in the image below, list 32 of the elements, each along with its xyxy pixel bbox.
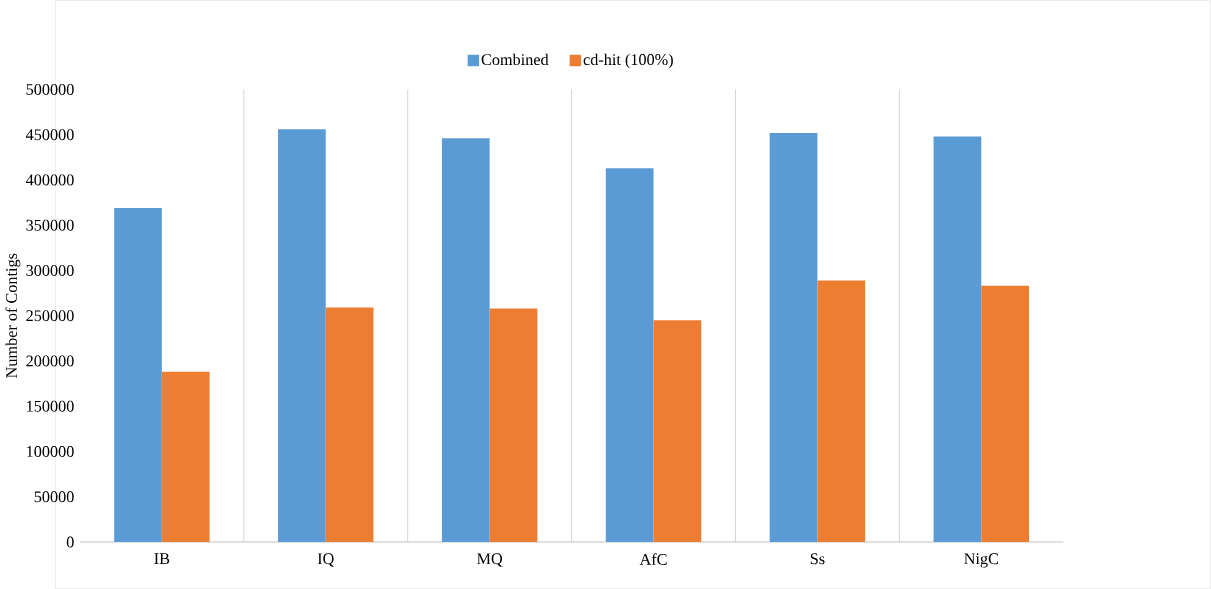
bar — [605, 168, 654, 542]
x-tick-label: IB — [154, 553, 170, 564]
bar — [653, 320, 702, 542]
y-tick-label: 500000 — [26, 83, 74, 95]
y-tick-label: 450000 — [25, 129, 74, 141]
bar — [441, 138, 490, 542]
bar — [325, 307, 374, 542]
y-axis-title: Number of Contigs — [5, 253, 21, 378]
y-tick-label: 0 — [66, 536, 74, 548]
bar — [769, 132, 818, 542]
y-tick-label: 100000 — [27, 445, 74, 457]
bar — [981, 285, 1030, 542]
x-tick-label: IQ — [317, 553, 335, 567]
x-tick-label: AfC — [639, 553, 667, 565]
y-tick-label: 150000 — [27, 400, 74, 412]
legend-label: Combined — [481, 53, 549, 66]
y-tick-label: 400000 — [25, 174, 74, 186]
bar — [161, 371, 210, 542]
y-tick-label: 300000 — [26, 264, 74, 276]
bar — [114, 208, 162, 542]
y-tick-label: 50000 — [34, 491, 74, 503]
bar — [278, 129, 326, 542]
x-tick-label: Ss — [810, 553, 825, 565]
bar — [489, 308, 538, 542]
legend-label: cd-hit (100%) — [583, 53, 673, 69]
x-tick-label: MQ — [477, 553, 503, 567]
y-tick-label: 350000 — [26, 219, 74, 231]
y-tick-label: 200000 — [26, 355, 74, 367]
x-tick-label: NigC — [964, 553, 998, 568]
bar — [933, 136, 982, 542]
bar — [817, 280, 866, 542]
y-tick-label: 250000 — [26, 310, 74, 322]
